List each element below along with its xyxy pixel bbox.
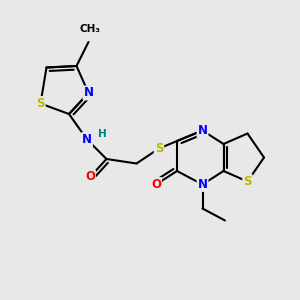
Text: O: O	[151, 178, 161, 191]
Text: S: S	[36, 97, 45, 110]
Text: N: N	[83, 86, 94, 100]
Text: N: N	[197, 178, 208, 191]
Text: N: N	[197, 124, 208, 137]
Text: S: S	[155, 142, 163, 155]
Text: S: S	[243, 175, 252, 188]
Text: H: H	[98, 129, 107, 139]
Text: N: N	[82, 133, 92, 146]
Text: O: O	[85, 170, 95, 184]
Text: CH₃: CH₃	[80, 25, 100, 34]
